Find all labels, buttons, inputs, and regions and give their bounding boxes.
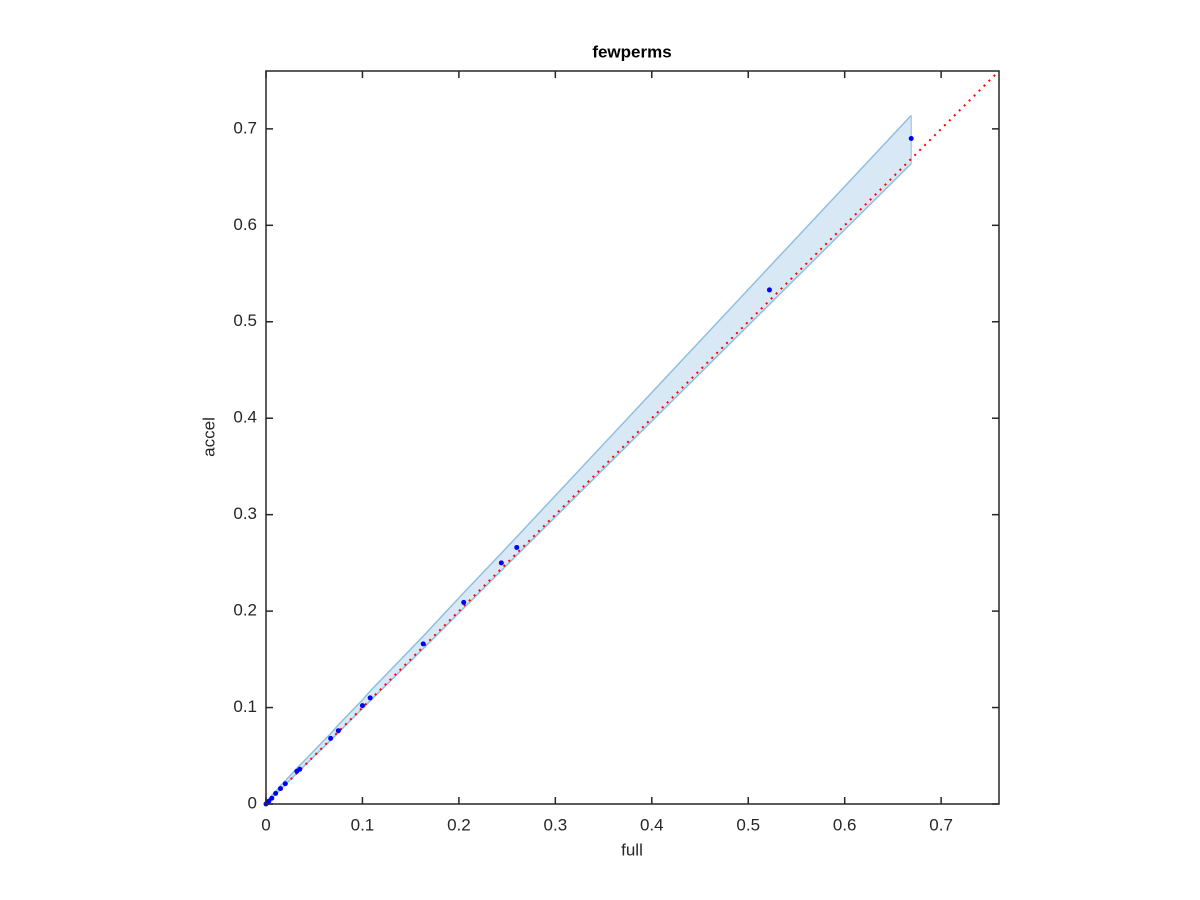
data-point <box>328 735 334 741</box>
data-point <box>420 641 426 647</box>
x-tick-label: 0.7 <box>929 815 953 834</box>
data-point <box>766 287 772 293</box>
x-tick-label: 0.1 <box>351 815 375 834</box>
data-point <box>367 695 373 701</box>
x-tick-label: 0.4 <box>640 815 664 834</box>
y-tick-label: 0 <box>248 793 257 812</box>
x-tick-label: 0 <box>261 815 270 834</box>
x-tick-label: 0.3 <box>544 815 568 834</box>
y-tick-label: 0.7 <box>233 118 257 137</box>
band-edge <box>265 114 912 805</box>
x-tick-label: 0.6 <box>833 815 857 834</box>
x-axis-label: full <box>621 840 643 859</box>
data-point <box>269 795 275 801</box>
y-tick-label: 0.1 <box>233 697 257 716</box>
y-tick-label: 0.3 <box>233 504 257 523</box>
y-tick-label: 0.5 <box>233 311 257 330</box>
data-point <box>359 703 365 709</box>
chart-title: fewperms <box>592 42 671 61</box>
data-point <box>498 560 504 566</box>
data-point <box>277 786 283 792</box>
x-tick-label: 0.2 <box>447 815 471 834</box>
x-tick-label: 0.5 <box>736 815 760 834</box>
data-point <box>514 544 520 550</box>
data-point <box>273 790 279 796</box>
y-tick-label: 0.4 <box>233 408 257 427</box>
data-point <box>461 599 467 605</box>
data-point <box>908 136 914 142</box>
data-point <box>282 781 288 787</box>
data-point <box>335 728 341 734</box>
y-tick-label: 0.2 <box>233 601 257 620</box>
y-tick-label: 0.6 <box>233 215 257 234</box>
axes-box <box>265 70 1000 805</box>
reference-line <box>265 70 1000 805</box>
data-point <box>297 766 303 772</box>
y-axis-label: accel <box>199 417 218 457</box>
